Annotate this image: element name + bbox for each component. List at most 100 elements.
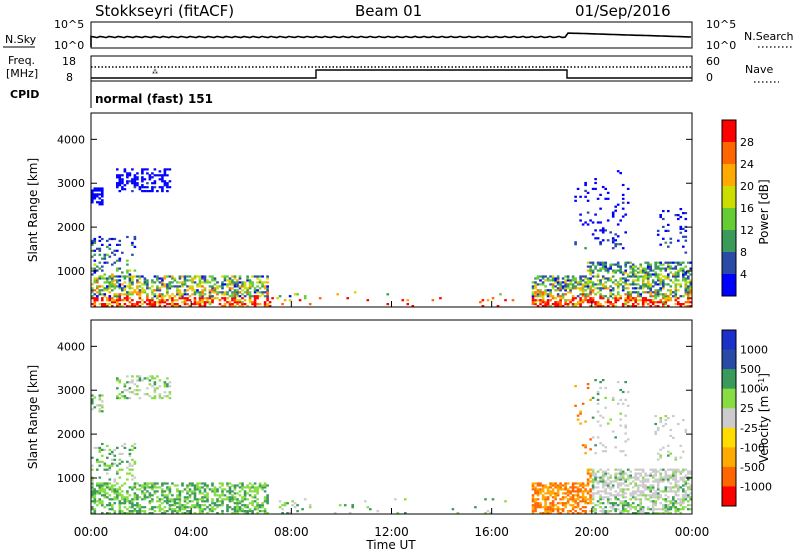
velocity-cell-1620 xyxy=(584,446,587,449)
velocity-cell-352 xyxy=(193,498,197,501)
power-cell-896 xyxy=(481,299,485,302)
velocity-cell-1399 xyxy=(651,502,655,505)
power-cell-1332 xyxy=(629,261,632,264)
velocity-cell-609 xyxy=(91,480,94,483)
power-yaxis-tick-label-1: 2000 xyxy=(57,221,85,234)
velocity-cell-1520 xyxy=(674,508,678,511)
velocity-cell-1317 xyxy=(634,468,637,471)
velocity-cell-1044 xyxy=(579,482,582,485)
power-cell-597 xyxy=(253,291,257,294)
velocity-cell-1226 xyxy=(616,472,620,475)
power-cell-519 xyxy=(233,293,237,296)
velocity-cell-125 xyxy=(126,498,129,501)
velocity-cell-1512 xyxy=(672,478,675,481)
power-cell-1668 xyxy=(589,219,592,222)
power-cell-1175 xyxy=(596,287,600,290)
velocity-cell-1433 xyxy=(656,488,660,491)
velocity-cell-1227 xyxy=(616,468,620,471)
power-cell-1557 xyxy=(674,297,678,300)
power-cell-259 xyxy=(161,285,164,288)
power-cell-118 xyxy=(121,283,124,286)
velocity-cell-246 xyxy=(163,510,167,513)
velocity-cell-1341 xyxy=(639,490,642,493)
power-cell-432 xyxy=(208,291,212,294)
power-cell-447 xyxy=(211,275,214,278)
power-cell-1173 xyxy=(596,301,600,304)
power-cell-785 xyxy=(131,180,134,183)
power-cell-276 xyxy=(166,289,169,292)
velocity-cell-297 xyxy=(178,508,182,511)
power-cell-1191 xyxy=(599,281,602,284)
velocity-cell-456 xyxy=(223,498,227,501)
velocity-cell-780 xyxy=(158,393,162,396)
velocity-cell-323 xyxy=(186,510,189,513)
velocity-cell-899 xyxy=(544,502,547,505)
velocity-cell-214 xyxy=(151,482,154,485)
power-cell-1692 xyxy=(604,229,607,232)
power-cell-302 xyxy=(173,295,177,298)
power-cell-320 xyxy=(178,289,182,292)
power-cell-1076 xyxy=(574,279,577,282)
power-cell-244 xyxy=(158,305,162,308)
velocity-cell-1000 xyxy=(569,492,572,495)
velocity-cell-677 xyxy=(128,464,132,467)
power-cell-274 xyxy=(166,293,169,296)
power-cell-438 xyxy=(211,299,214,302)
velocity-cell-1287 xyxy=(629,498,632,501)
power-cell-470 xyxy=(221,285,224,288)
velocity-cell-1661 xyxy=(614,436,617,439)
velocity-cell-303 xyxy=(178,496,182,499)
power-cell-233 xyxy=(153,281,157,284)
velocity-cell-652 xyxy=(113,462,117,465)
power-cell-199 xyxy=(143,279,147,282)
power-cell-427 xyxy=(208,303,212,306)
velocity-cell-977 xyxy=(564,506,567,509)
power-cell-1506 xyxy=(662,283,665,286)
velocity-cell-954 xyxy=(556,494,560,497)
velocity-cell-53 xyxy=(103,488,107,491)
power-cell-47 xyxy=(103,287,107,290)
velocity-cell-791 xyxy=(166,383,169,386)
velocity-cell-1386 xyxy=(649,494,652,497)
velocity-cell-636 xyxy=(106,464,109,467)
power-cell-1372 xyxy=(636,267,640,270)
power-cell-931 xyxy=(536,277,540,280)
power-cell-1300 xyxy=(624,281,627,284)
velocity-cell-228 xyxy=(158,510,162,513)
velocity-cell-674 xyxy=(126,460,129,463)
vel-cbar-swatch-7 xyxy=(722,466,736,487)
velocity-cell-36 xyxy=(98,484,102,487)
power-cell-1581 xyxy=(677,271,680,274)
velocity-cell-95 xyxy=(116,482,119,485)
power-cell-130 xyxy=(126,305,129,308)
power-cell-1169 xyxy=(594,267,597,270)
velocity-cell-763 xyxy=(148,375,152,378)
power-cell-1083 xyxy=(576,281,580,284)
power-cell-383 xyxy=(196,283,199,286)
power-cell-678 xyxy=(103,253,107,256)
power-cell-341 xyxy=(183,281,187,284)
velocity-cell-549 xyxy=(248,486,252,489)
power-cell-662 xyxy=(98,267,102,270)
power-cell-600 xyxy=(253,275,257,278)
power-cell-1354 xyxy=(634,287,637,290)
power-cell-1667 xyxy=(586,191,590,194)
power-cell-961 xyxy=(544,279,547,282)
power-cell-1709 xyxy=(614,239,617,242)
velocity-cell-818 xyxy=(333,512,337,515)
power-cell-767 xyxy=(121,182,124,185)
power-cell-1679 xyxy=(596,221,600,224)
velocity-cell-278 xyxy=(171,482,174,485)
velocity-cell-107 xyxy=(121,512,124,515)
velocity-cell-1277 xyxy=(626,502,630,505)
velocity-cell-502 xyxy=(236,500,239,503)
velocity-cell-480 xyxy=(231,498,234,501)
power-cell-1448 xyxy=(651,291,655,294)
power-cell-336 xyxy=(183,297,187,300)
power-cell-753 xyxy=(116,184,119,187)
velocity-cell-1503 xyxy=(669,468,673,471)
velocity-cell-831 xyxy=(404,498,407,501)
power-cell-515 xyxy=(233,301,237,304)
power-cell-1676 xyxy=(594,181,597,185)
velocity-cell-1717 xyxy=(682,450,685,453)
